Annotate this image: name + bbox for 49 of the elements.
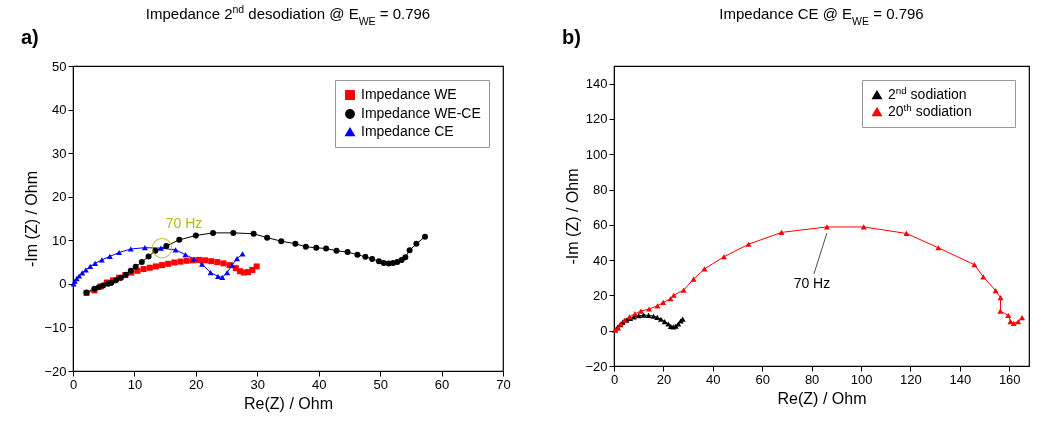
x-tick-label: 80 bbox=[804, 371, 820, 387]
annotation: 70 Hz bbox=[793, 274, 831, 291]
y-tick-label: 10 bbox=[52, 232, 67, 248]
x-tick-label: 0 bbox=[610, 371, 619, 387]
y-tick-label: 40 bbox=[52, 102, 67, 118]
y-tick-label: 40 bbox=[593, 252, 608, 268]
y-tick-label: 100 bbox=[585, 146, 608, 162]
x-tick-label: 60 bbox=[755, 371, 770, 387]
y-tick-label: 20 bbox=[593, 287, 608, 303]
y-tick-label: 0 bbox=[600, 323, 608, 339]
x-axis-title: Re(Z) / Ohm bbox=[244, 394, 333, 412]
y-tick-label: −20 bbox=[44, 363, 67, 379]
text: b) bbox=[562, 26, 581, 48]
legend-label: 2$^{nd}$ sodiation bbox=[888, 84, 967, 102]
y-axis-title: -Im (Z) / Ohm bbox=[23, 171, 41, 267]
x-tick-label: 160 bbox=[998, 371, 1021, 387]
y-tick-label: −20 bbox=[585, 358, 608, 374]
y-axis-title: -Im (Z) / Ohm bbox=[564, 168, 582, 265]
x-tick-label: 10 bbox=[127, 376, 143, 392]
y-tick-label: −10 bbox=[44, 319, 67, 335]
x-tick-label: 20 bbox=[656, 371, 672, 387]
y-tick-label: 30 bbox=[52, 145, 67, 161]
annotation: 70 Hz bbox=[165, 215, 203, 232]
legend-label: Impedance WE bbox=[361, 86, 457, 102]
legend-label: 20$^{th}$ sodiation bbox=[888, 101, 972, 119]
y-tick-label: 60 bbox=[593, 217, 608, 233]
x-tick-label: 40 bbox=[311, 376, 327, 392]
y-tick-label: 0 bbox=[59, 276, 67, 292]
x-tick-label: 30 bbox=[250, 376, 266, 392]
y-tick-label: 20 bbox=[52, 189, 67, 205]
text: a) bbox=[21, 26, 39, 48]
chart-title: Impedance CE @ E$_{WE}$ = 0.796 bbox=[719, 5, 924, 27]
x-tick-label: 0 bbox=[69, 376, 78, 392]
y-tick-label: 140 bbox=[585, 76, 608, 92]
y-tick-label: 120 bbox=[585, 111, 608, 127]
x-tick-label: 70 bbox=[496, 376, 511, 392]
chart-title: Impedance 2$^{nd}$ desodiation @ E$_{WE}$ = 0.796 bbox=[145, 3, 431, 27]
y-tick-label: 80 bbox=[593, 182, 608, 198]
x-tick-label: 20 bbox=[189, 376, 204, 392]
x-axis-title: Re(Z) / Ohm bbox=[777, 389, 867, 407]
x-tick-label: 120 bbox=[900, 371, 922, 387]
x-tick-label: 60 bbox=[434, 376, 450, 392]
y-tick-label: 50 bbox=[52, 58, 67, 74]
x-tick-label: 40 bbox=[706, 371, 721, 387]
legend-label: Impedance CE bbox=[361, 123, 454, 139]
legend-label: Impedance WE-CE bbox=[361, 105, 481, 121]
x-tick-label: 100 bbox=[850, 371, 873, 387]
x-tick-label: 140 bbox=[949, 371, 972, 387]
x-tick-label: 50 bbox=[373, 376, 388, 392]
